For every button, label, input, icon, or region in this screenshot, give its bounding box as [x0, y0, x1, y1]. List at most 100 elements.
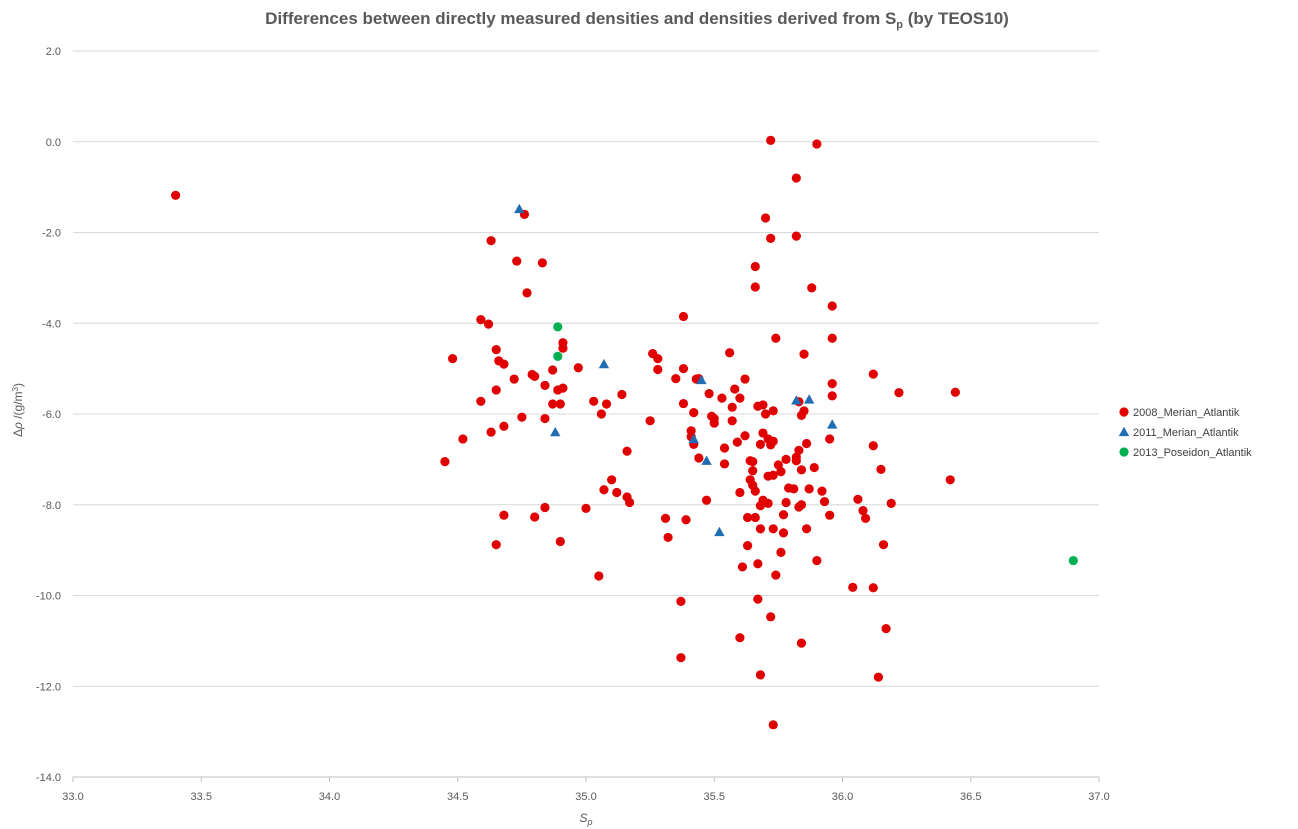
- data-point: [688, 433, 699, 444]
- y-tick-label: 2.0: [46, 46, 61, 58]
- data-point: [873, 672, 884, 682]
- data-point: [517, 412, 527, 422]
- y-tick-label: -4.0: [42, 318, 61, 330]
- data-point: [530, 371, 540, 381]
- y-tick-label: -8.0: [42, 500, 61, 512]
- data-point: [548, 399, 558, 409]
- data-point: [719, 459, 730, 469]
- x-tick-label: 36.5: [960, 791, 981, 803]
- data-point: [696, 374, 707, 385]
- data-point: [781, 454, 791, 464]
- y-tick-label: -10.0: [36, 591, 61, 603]
- data-point: [548, 365, 558, 375]
- data-point: [791, 173, 801, 183]
- data-point: [760, 409, 771, 419]
- data-point: [796, 465, 807, 475]
- data-point: [622, 446, 632, 456]
- data-point: [827, 301, 837, 311]
- data-point: [781, 497, 791, 508]
- x-tick-label: 33.5: [191, 791, 212, 803]
- x-tick-label: 35.5: [704, 791, 725, 803]
- data-point: [653, 354, 663, 364]
- chart-title-suffix: (by TEOS10): [903, 9, 1009, 28]
- data-point: [653, 364, 663, 375]
- x-tick-labels: 33.0 33.5 34.0 34.5 35.0 35.5 36.0 36.5 37.0: [62, 791, 1109, 803]
- data-point: [678, 311, 689, 322]
- data-point: [589, 396, 599, 406]
- data-point: [848, 582, 858, 592]
- x-tick-label: 34.5: [447, 791, 468, 803]
- data-point: [748, 457, 758, 467]
- data-point: [555, 399, 565, 409]
- data-point: [868, 583, 878, 593]
- data-point: [491, 344, 501, 355]
- data-point: [553, 351, 563, 361]
- data-point: [601, 399, 612, 409]
- data-point: [499, 359, 509, 369]
- x-tick-label: 37.0: [1088, 791, 1109, 803]
- y-axis-title: Δρ /(g/m3): [11, 383, 25, 437]
- data-point: [558, 343, 568, 353]
- data-point: [799, 406, 809, 416]
- x-axis-title: Sp: [579, 811, 592, 827]
- y-axis-title-unit: /(g/m: [11, 391, 25, 422]
- data-point: [730, 384, 740, 394]
- data-point: [171, 190, 181, 200]
- data-point: [676, 596, 686, 606]
- data-point: [812, 139, 822, 149]
- data-point: [594, 571, 604, 581]
- data-point: [499, 510, 509, 520]
- data-point: [701, 455, 712, 465]
- data-point: [881, 624, 891, 634]
- data-point: [701, 495, 712, 505]
- y-tick-label: -12.0: [36, 681, 61, 693]
- data-point: [671, 374, 681, 384]
- y-axis-title-close: ): [11, 383, 25, 387]
- data-point: [476, 315, 486, 325]
- data-point: [725, 348, 735, 358]
- data-point: [678, 364, 689, 374]
- data-point: [617, 389, 627, 400]
- data-point: [537, 258, 547, 268]
- data-point: [853, 494, 863, 504]
- data-point: [676, 653, 686, 663]
- data-point: [755, 524, 766, 534]
- legend-marker: [1119, 407, 1129, 417]
- data-point: [812, 555, 822, 566]
- data-point: [530, 512, 540, 522]
- data-point: [483, 319, 494, 329]
- data-point: [758, 400, 768, 410]
- data-point: [803, 394, 815, 404]
- data-point: [681, 515, 691, 525]
- series-2008_Merian_Atlantik: [171, 135, 960, 730]
- data-point: [945, 475, 955, 485]
- legend-label: 2008_Merian_Atlantik: [1133, 407, 1240, 419]
- data-point: [778, 528, 789, 538]
- data-point: [714, 526, 725, 537]
- y-tick-label: -2.0: [42, 228, 61, 240]
- data-point: [789, 484, 799, 494]
- data-point: [868, 441, 878, 451]
- data-point: [799, 349, 809, 359]
- data-point: [827, 378, 837, 389]
- data-point: [801, 438, 812, 449]
- data-point: [509, 374, 519, 384]
- data-point: [827, 333, 837, 343]
- data-point: [827, 391, 837, 401]
- y-axis-title-superscript: 3: [11, 386, 20, 391]
- x-axis-title-subscript: p: [587, 817, 593, 827]
- data-point: [499, 421, 509, 431]
- data-point: [704, 388, 714, 399]
- data-point: [748, 466, 758, 476]
- data-point: [796, 638, 807, 648]
- series-2011_Merian_Atlantik: [514, 203, 838, 537]
- data-point: [625, 497, 635, 508]
- data-point: [825, 510, 835, 520]
- data-point: [778, 510, 789, 520]
- data-point: [750, 261, 760, 272]
- data-point: [581, 503, 591, 513]
- data-point: [514, 203, 525, 214]
- y-tick-label: -6.0: [42, 409, 61, 421]
- data-point: [1068, 555, 1078, 566]
